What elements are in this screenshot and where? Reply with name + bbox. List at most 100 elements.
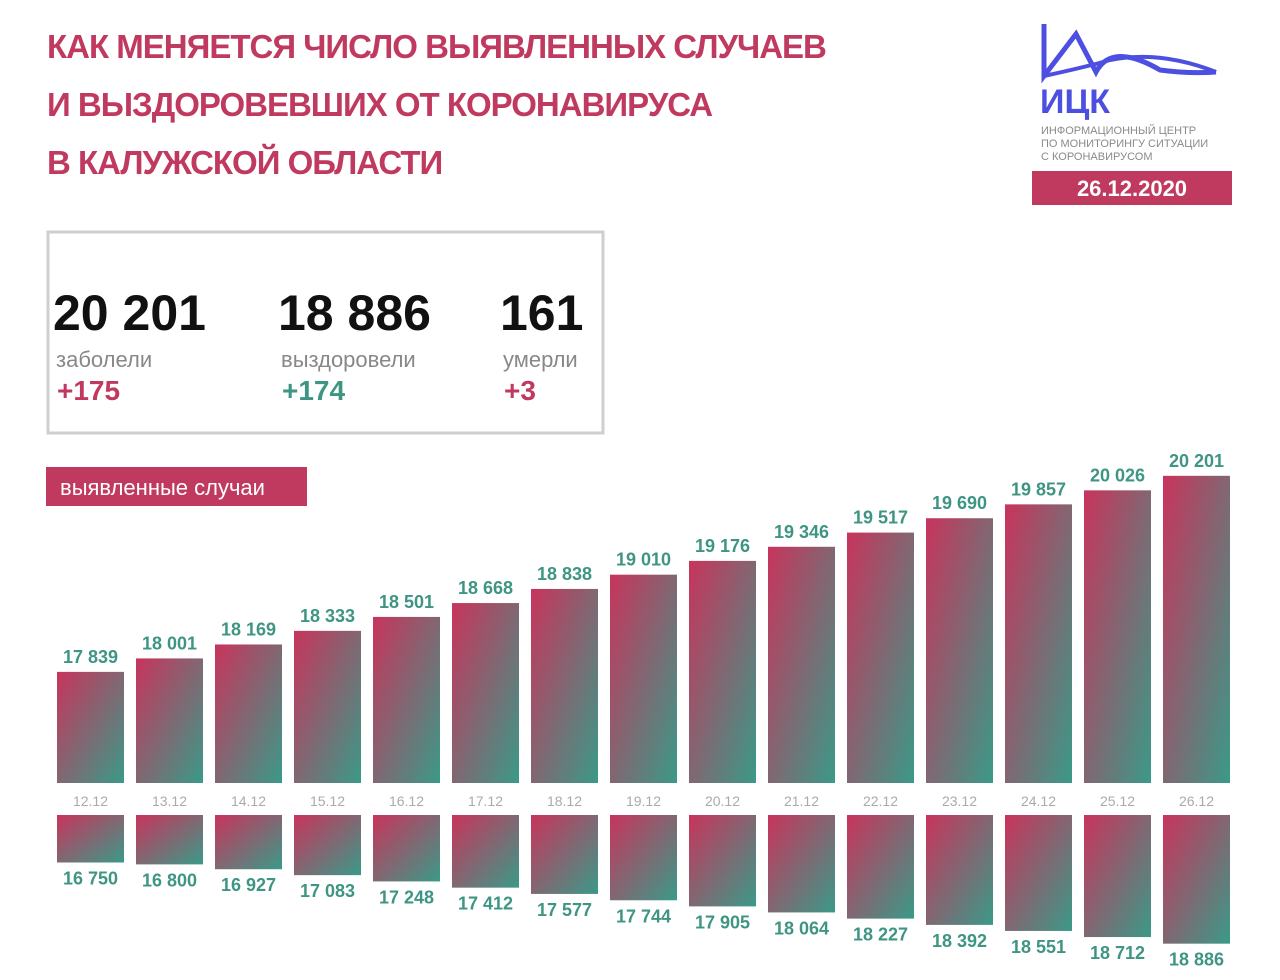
- value-label: 19 690: [932, 493, 987, 513]
- stat-label: умерли: [503, 347, 578, 372]
- value-label: 19 176: [695, 536, 750, 556]
- bar: [1005, 815, 1072, 931]
- value-label: 18 064: [774, 918, 829, 938]
- bar: [452, 815, 519, 888]
- bar: [926, 815, 993, 925]
- logo-abbr: ИЦК: [1040, 83, 1110, 121]
- value-label: 18 501: [379, 592, 434, 612]
- stat-delta: +3: [504, 375, 536, 406]
- x-tick-label: 15.12: [310, 793, 345, 809]
- value-label: 16 750: [63, 869, 118, 889]
- bar: [1084, 815, 1151, 938]
- x-tick-label: 14.12: [231, 793, 266, 809]
- bar: [215, 815, 282, 870]
- bar: [847, 532, 914, 783]
- bar: [847, 815, 914, 919]
- value-label: 17 412: [458, 894, 513, 914]
- x-tick-label: 25.12: [1100, 793, 1135, 809]
- value-label: 16 927: [221, 875, 276, 895]
- logo-mark: [1041, 24, 1217, 84]
- value-label: 16 800: [142, 870, 197, 890]
- stat-label: заболели: [56, 347, 152, 372]
- bar: [1163, 475, 1230, 783]
- legend-chip: [46, 467, 307, 506]
- bar: [57, 815, 124, 863]
- value-label: 17 083: [300, 881, 355, 901]
- value-label: 18 838: [537, 564, 592, 584]
- bar: [610, 574, 677, 783]
- bar: [1005, 504, 1072, 783]
- bar: [1163, 815, 1230, 944]
- x-tick-label: 22.12: [863, 793, 898, 809]
- logo-caption: С КОРОНАВИРУСОМ: [1041, 151, 1153, 163]
- x-tick-label: 17.12: [468, 793, 503, 809]
- value-label: 18 001: [142, 633, 197, 653]
- title-line: В КАЛУЖСКОЙ ОБЛАСТИ: [47, 143, 442, 181]
- bar: [215, 644, 282, 783]
- stat-delta: +174: [282, 375, 345, 406]
- value-label: 19 010: [616, 550, 671, 570]
- value-label: 17 248: [379, 887, 434, 907]
- logo: ИЦК ИНФОРМАЦИОННЫЙ ЦЕНТР ПО МОНИТОРИНГУ …: [1040, 24, 1217, 163]
- value-label: 18 551: [1011, 937, 1066, 957]
- x-tick-label: 16.12: [389, 793, 424, 809]
- stat-value: 18 886: [278, 285, 431, 341]
- x-tick-label: 21.12: [784, 793, 819, 809]
- stat-label: выздоровели: [281, 347, 416, 372]
- stat-value: 20 201: [53, 285, 206, 341]
- bar: [294, 630, 361, 783]
- chart: 12.12 17 839 16 750 13.12 18 001 16 800 14.12 1…: [57, 451, 1230, 970]
- x-tick-label: 19.12: [626, 793, 661, 809]
- date-box: [1032, 171, 1232, 205]
- bar: [136, 815, 203, 865]
- stat-value: 161: [500, 285, 583, 341]
- bar: [610, 815, 677, 901]
- title-line: КАК МЕНЯЕТСЯ ЧИСЛО ВЫЯВЛЕННЫХ СЛУЧАЕВ: [47, 28, 826, 65]
- logo-mark: [1043, 54, 1217, 78]
- bar: [452, 603, 519, 783]
- value-label: 19 517: [853, 508, 908, 528]
- bar: [1084, 490, 1151, 783]
- date: 26.12.2020: [1077, 176, 1187, 201]
- value-label: 17 839: [63, 647, 118, 667]
- bar: [373, 815, 440, 882]
- bar: [926, 518, 993, 783]
- x-tick-label: 26.12: [1179, 793, 1214, 809]
- x-tick-label: 18.12: [547, 793, 582, 809]
- value-label: 17 905: [695, 912, 750, 932]
- summary-box: [46, 230, 605, 435]
- x-tick-label: 13.12: [152, 793, 187, 809]
- legend-label: выявленные случаи: [60, 475, 265, 500]
- bar: [57, 671, 124, 783]
- value-label: 18 886: [1169, 950, 1224, 970]
- logo-caption: ИНФОРМАЦИОННЫЙ ЦЕНТР: [1041, 124, 1196, 137]
- value-label: 20 201: [1169, 451, 1224, 471]
- value-label: 18 333: [300, 606, 355, 626]
- x-tick-label: 23.12: [942, 793, 977, 809]
- value-label: 19 346: [774, 522, 829, 542]
- value-label: 18 668: [458, 578, 513, 598]
- value-label: 20 026: [1090, 465, 1145, 485]
- value-label: 19 857: [1011, 479, 1066, 499]
- bar: [294, 815, 361, 876]
- x-tick-label: 24.12: [1021, 793, 1056, 809]
- bar: [768, 815, 835, 913]
- value-label: 18 392: [932, 931, 987, 951]
- value-label: 18 227: [853, 925, 908, 945]
- title-line: И ВЫЗДОРОВЕВШИХ ОТ КОРОНАВИРУСА: [47, 86, 712, 123]
- x-tick-label: 12.12: [73, 793, 108, 809]
- value-label: 17 577: [537, 900, 592, 920]
- x-tick-label: 20.12: [705, 793, 740, 809]
- bar: [689, 815, 756, 907]
- bar: [531, 815, 598, 894]
- stat-delta: +175: [57, 375, 120, 406]
- bar: [531, 588, 598, 783]
- bar: [689, 560, 756, 783]
- bar: [768, 546, 835, 783]
- value-label: 18 712: [1090, 943, 1145, 963]
- bar: [136, 658, 203, 783]
- summary: 20 201 заболели +175 18 886 выздоровели +174 1…: [53, 285, 583, 406]
- bar: [373, 616, 440, 783]
- value-label: 17 744: [616, 906, 671, 926]
